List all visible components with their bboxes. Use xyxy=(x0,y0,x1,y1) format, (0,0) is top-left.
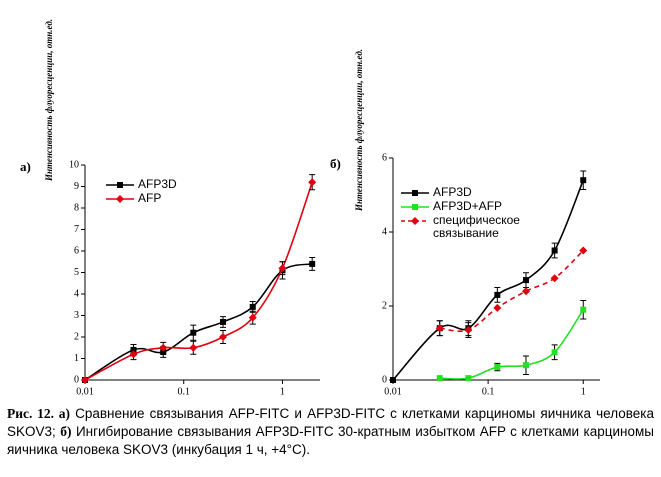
marker xyxy=(189,343,198,352)
legend-swatch xyxy=(106,182,134,188)
legend-label: специфическое связывание xyxy=(433,213,520,240)
y-tick-label: 4 xyxy=(74,288,79,299)
legend-swatch xyxy=(401,204,429,210)
y-tick-label: 0 xyxy=(74,374,79,385)
marker xyxy=(309,260,316,267)
legend-marker xyxy=(412,204,418,210)
marker xyxy=(493,303,502,312)
legend-entry: AFP3D xyxy=(400,186,528,199)
legend: AFP3D AFP xyxy=(105,178,233,206)
y-tick-label: 8 xyxy=(74,202,79,213)
y-tick-label: 4 xyxy=(382,226,387,237)
marker xyxy=(249,303,256,310)
legend: AFP3D AFP3D+AFP специфическое связывание xyxy=(400,186,528,241)
panel-label: б) xyxy=(330,156,341,171)
series-line xyxy=(439,249,584,333)
legend-swatch xyxy=(106,195,134,203)
series-line xyxy=(84,181,313,381)
legend-entry: AFP3D+AFP xyxy=(400,200,528,213)
marker xyxy=(390,377,396,383)
legend-label: AFP xyxy=(138,191,162,205)
y-axis-label: Интенсивность флуоресценции, отн.ед. xyxy=(354,49,364,212)
marker xyxy=(464,326,473,335)
marker xyxy=(278,264,287,273)
y-tick-label: 2 xyxy=(74,331,79,342)
marker xyxy=(81,376,89,384)
marker xyxy=(551,349,558,356)
series-line xyxy=(84,263,313,381)
marker xyxy=(435,324,444,333)
marker xyxy=(550,274,559,283)
x-tick-label: 0.1 xyxy=(177,386,190,397)
legend-entry: AFP xyxy=(105,192,233,205)
legend-entry: AFP3D xyxy=(105,178,233,191)
marker xyxy=(521,287,530,296)
legend-entry: специфическое связывание xyxy=(400,214,528,240)
marker xyxy=(551,247,558,254)
marker xyxy=(494,291,501,298)
marker xyxy=(580,306,587,313)
panel-label: а) xyxy=(20,159,31,174)
legend-marker xyxy=(116,195,124,203)
x-tick-label: 0.01 xyxy=(384,386,402,397)
x-tick-label: 0.01 xyxy=(76,386,94,397)
marker xyxy=(248,313,257,322)
x-axis-label: концентрация, мк М xyxy=(161,399,246,400)
chart: 0 2 4 6 0.01 0.1 1 концентрация, мк М Интенсивно… xyxy=(330,49,600,400)
legend-label: AFP3D xyxy=(138,177,177,191)
caption-label: Рис. 12. а) xyxy=(7,406,70,421)
caption-text: Сравнение связывания AFP-FITC и AFP3D-FI… xyxy=(7,406,655,439)
x-tick-label: 1 xyxy=(581,386,586,397)
caption-text: Ингибирование связывания AFP3D-FITC 30-к… xyxy=(7,424,654,457)
y-tick-label: 10 xyxy=(69,159,79,170)
marker xyxy=(579,246,588,255)
caption-label: б) xyxy=(60,424,72,439)
chart: 0 1 2 3 4 5 6 7 8 9 10 0.01 0.1 1 концентрация, мк М Ин… xyxy=(20,19,320,400)
legend-swatch xyxy=(401,190,429,196)
y-tick-label: 9 xyxy=(74,181,79,192)
y-tick-label: 7 xyxy=(74,224,79,235)
legend-marker xyxy=(411,217,419,225)
marker xyxy=(494,364,501,371)
marker xyxy=(219,333,228,341)
x-tick-label: 0.1 xyxy=(482,386,495,397)
legend-marker xyxy=(412,190,418,196)
y-tick-label: 3 xyxy=(74,310,79,321)
marker xyxy=(522,362,529,369)
legend-label: AFP3D xyxy=(433,185,472,199)
y-tick-label: 6 xyxy=(74,245,79,256)
legend-swatch xyxy=(401,217,429,225)
legend-marker xyxy=(117,182,123,188)
marker xyxy=(436,375,443,382)
marker xyxy=(580,177,587,184)
marker xyxy=(522,277,529,284)
marker xyxy=(159,343,168,352)
y-tick-label: 1 xyxy=(74,353,79,364)
series-line xyxy=(439,309,584,380)
x-tick-label: 1 xyxy=(280,386,285,397)
y-axis-label: Интенсивность флуоресценции, отн.ед. xyxy=(44,19,54,182)
x-axis-label: концентрация, мк М xyxy=(455,399,540,400)
marker xyxy=(465,375,472,382)
marker xyxy=(220,318,227,325)
marker xyxy=(190,329,197,336)
y-tick-label: 6 xyxy=(382,152,387,163)
y-tick-label: 5 xyxy=(74,267,79,278)
caption: Рис. 12. а) Сравнение связывания AFP-FIT… xyxy=(7,405,654,459)
legend-label: AFP3D+AFP xyxy=(433,199,503,213)
marker xyxy=(129,350,138,359)
y-tick-label: 2 xyxy=(382,300,387,311)
y-tick-label: 0 xyxy=(382,374,387,385)
marker xyxy=(308,178,317,187)
